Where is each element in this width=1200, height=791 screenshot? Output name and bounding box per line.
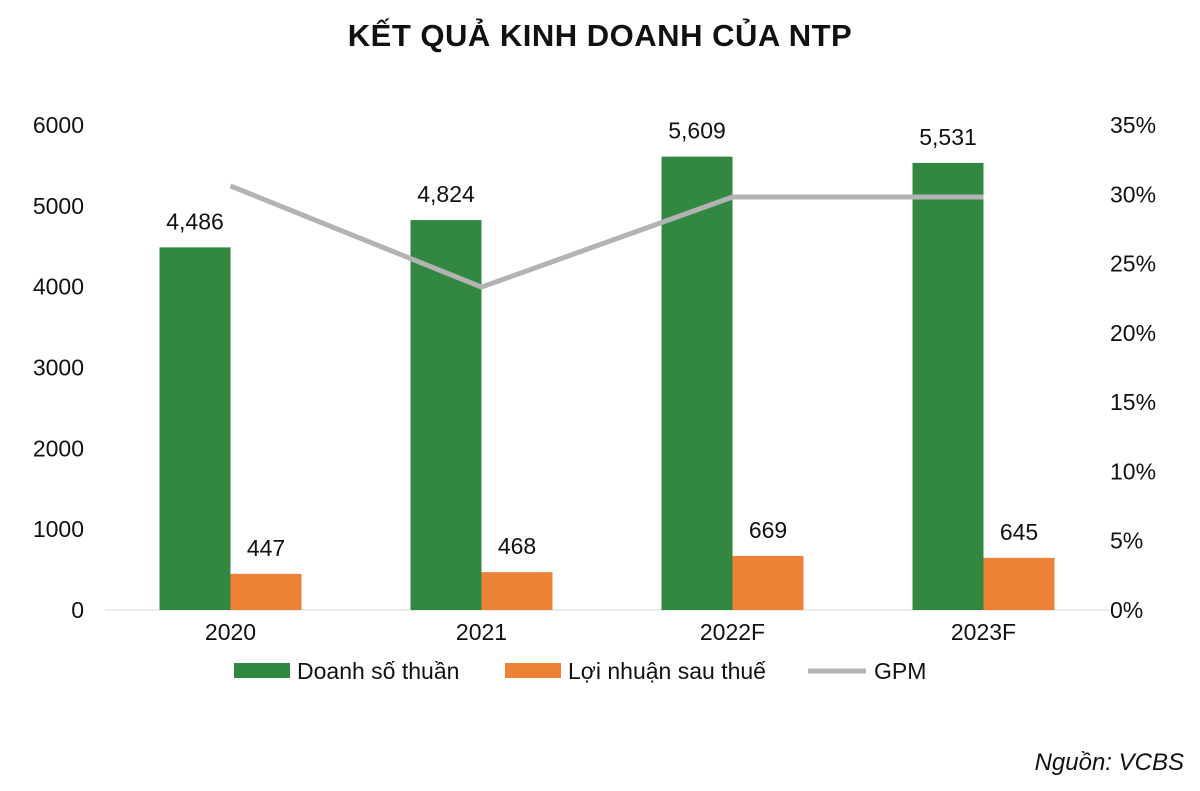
bar-revenue [912, 162, 984, 610]
bar-revenue [410, 220, 482, 610]
data-label-profit: 645 [1000, 519, 1038, 545]
y2-tick-label: 35% [1110, 112, 1156, 138]
y-tick-label: 4000 [33, 274, 84, 300]
y2-tick-label: 0% [1110, 597, 1143, 623]
chart-title: KẾT QUẢ KINH DOANH CỦA NTP [347, 18, 853, 53]
bar-profit [983, 557, 1055, 610]
data-label-revenue: 5,531 [919, 124, 977, 150]
x-tick-label: 2023F [951, 619, 1016, 645]
y-tick-label: 0 [71, 597, 84, 623]
y-tick-label: 6000 [33, 112, 84, 138]
y-tick-label: 1000 [33, 516, 84, 542]
y2-tick-label: 15% [1110, 389, 1156, 415]
legend-swatch-revenue [234, 663, 290, 678]
line-gpm [229, 183, 984, 290]
bar-revenue [661, 156, 733, 610]
legend-label-profit: Lợi nhuận sau thuế [568, 658, 766, 684]
legend-label-revenue: Doanh số thuần [297, 658, 459, 684]
y2-tick-label: 10% [1110, 458, 1156, 484]
y-tick-label: 3000 [33, 355, 84, 381]
data-label-profit: 468 [498, 533, 536, 559]
x-tick-label: 2022F [700, 619, 765, 645]
y2-tick-label: 5% [1110, 528, 1143, 554]
y-tick-label: 5000 [33, 193, 84, 219]
legend-swatch-profit [505, 663, 561, 678]
bar-profit [732, 555, 804, 610]
bar-profit [230, 573, 302, 610]
legend-label-gpm: GPM [874, 658, 926, 684]
y-tick-label: 2000 [33, 435, 84, 461]
x-tick-label: 2020 [205, 619, 256, 645]
data-label-profit: 669 [749, 517, 787, 543]
y2-tick-label: 30% [1110, 181, 1156, 207]
source-note: Nguồn: VCBS [1034, 749, 1184, 776]
x-tick-label: 2021 [456, 619, 507, 645]
data-label-profit: 447 [247, 535, 285, 561]
y2-tick-label: 25% [1110, 251, 1156, 277]
data-label-revenue: 5,609 [668, 118, 726, 144]
bar-profit [481, 572, 553, 610]
bar-revenue [159, 247, 231, 611]
data-label-revenue: 4,486 [166, 208, 224, 234]
y2-tick-label: 20% [1110, 320, 1156, 346]
data-label-revenue: 4,824 [417, 181, 475, 207]
